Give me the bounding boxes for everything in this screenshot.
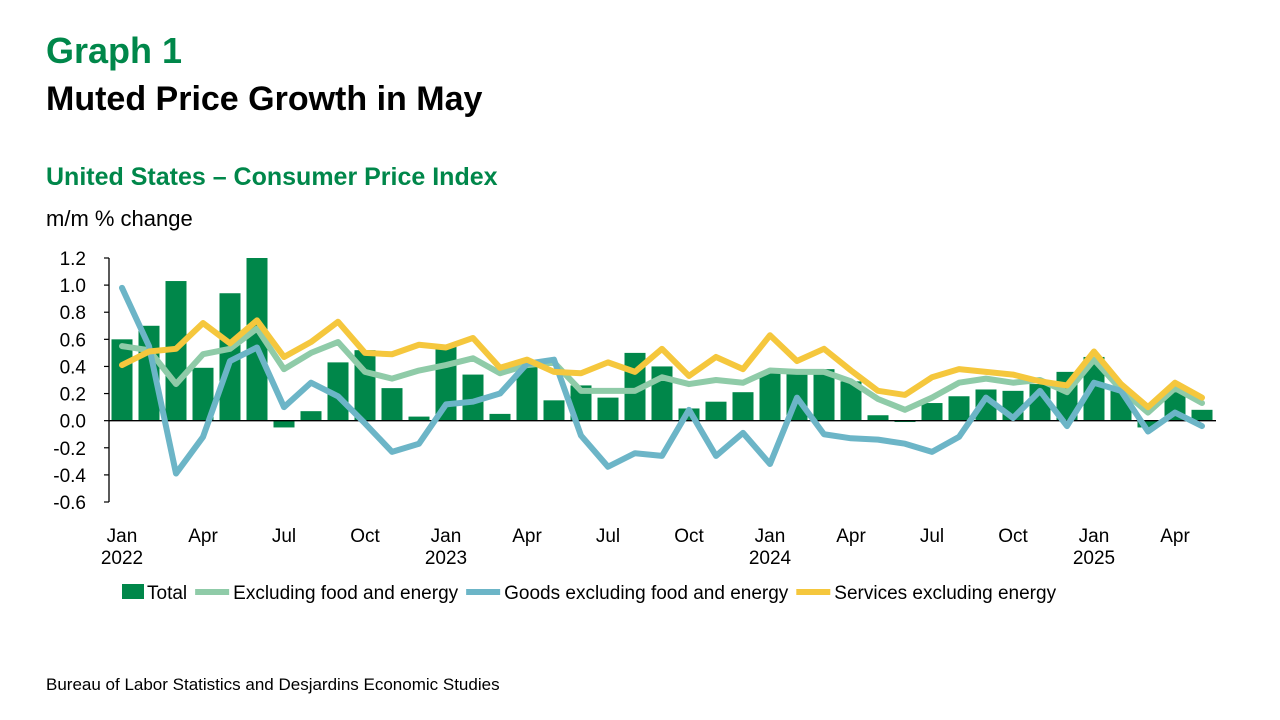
y-axis-label: m/m % change	[46, 206, 193, 231]
y-tick-label: 0.0	[60, 412, 86, 433]
x-tick-label: Jul	[920, 526, 944, 547]
x-tick-label: Apr	[512, 526, 542, 547]
bar-total	[300, 411, 322, 421]
x-tick-label: Apr	[1160, 526, 1190, 547]
y-tick-label: -0.4	[53, 466, 86, 487]
bar-total	[921, 403, 943, 421]
x-tick-label: Jul	[596, 526, 620, 547]
bar-total	[246, 258, 268, 421]
y-tick-label: 1.0	[60, 276, 86, 297]
x-tick-label: Jul	[272, 526, 296, 547]
x-tick-year: 2025	[1073, 548, 1115, 569]
bar-total	[408, 416, 430, 421]
bar-total	[381, 388, 403, 421]
y-tick-label: 0.4	[60, 357, 87, 378]
x-tick-year: 2022	[101, 548, 143, 569]
legend-label: Excluding food and energy	[233, 583, 458, 604]
bar-total	[840, 381, 862, 421]
legend-item: Total	[122, 583, 187, 604]
bar-total	[867, 415, 889, 421]
bar-total	[1083, 356, 1105, 421]
bar-total	[1191, 409, 1213, 421]
line-excluding-food-and-energy	[119, 325, 1205, 416]
y-tick-label: -0.2	[53, 439, 86, 460]
legend-label: Goods excluding food and energy	[504, 583, 789, 604]
bar-total	[975, 389, 997, 421]
line-services-excluding-energy	[119, 317, 1205, 411]
legend-item: Services excluding energy	[796, 583, 1057, 604]
x-tick-label: Oct	[350, 526, 380, 547]
bar-total	[462, 374, 484, 421]
bar-total	[705, 401, 727, 421]
x-tick-label: Jan	[755, 526, 786, 547]
y-tick-label: 0.6	[60, 330, 86, 351]
legend-item: Goods excluding food and energy	[466, 583, 789, 604]
x-tick-year: 2024	[749, 548, 792, 569]
legend-item: Excluding food and energy	[195, 583, 459, 604]
bar-total	[489, 413, 511, 421]
chart-title: United States – Consumer Price Index	[46, 163, 498, 191]
x-tick-label: Apr	[188, 526, 218, 547]
x-tick-label: Jan	[1079, 526, 1110, 547]
x-tick-label: Jan	[431, 526, 462, 547]
bar-total	[327, 362, 349, 421]
legend-label: Total	[147, 583, 187, 604]
y-tick-label: 1.2	[60, 249, 86, 270]
bar-total	[894, 420, 916, 423]
graph-label: Graph 1	[46, 30, 183, 71]
bar-total	[732, 392, 754, 421]
bar-total	[1137, 420, 1159, 428]
source-note: Bureau of Labor Statistics and Desjardin…	[46, 675, 500, 694]
bar-total	[192, 367, 214, 421]
x-tick-label: Oct	[998, 526, 1028, 547]
bar-total	[516, 366, 538, 421]
bar-total	[597, 397, 619, 421]
bar-total	[543, 400, 565, 421]
bar-total	[570, 385, 592, 421]
bar-total	[273, 420, 295, 428]
line-goods-excluding-food-and-energy	[119, 284, 1205, 477]
page-title: Muted Price Growth in May	[46, 80, 483, 118]
bar-total	[219, 293, 241, 421]
legend-label: Services excluding energy	[834, 583, 1056, 604]
y-tick-label: -0.6	[53, 493, 86, 514]
legend-swatch	[122, 584, 144, 599]
y-tick-label: 0.2	[60, 385, 86, 406]
x-tick-label: Oct	[674, 526, 704, 547]
bar-total	[948, 396, 970, 421]
x-tick-year: 2023	[425, 548, 467, 569]
bar-total	[111, 339, 133, 421]
x-tick-label: Jan	[107, 526, 138, 547]
x-tick-label: Apr	[836, 526, 866, 547]
bar-total	[813, 369, 835, 421]
bar-total	[759, 373, 781, 421]
y-tick-label: 0.8	[60, 303, 86, 324]
